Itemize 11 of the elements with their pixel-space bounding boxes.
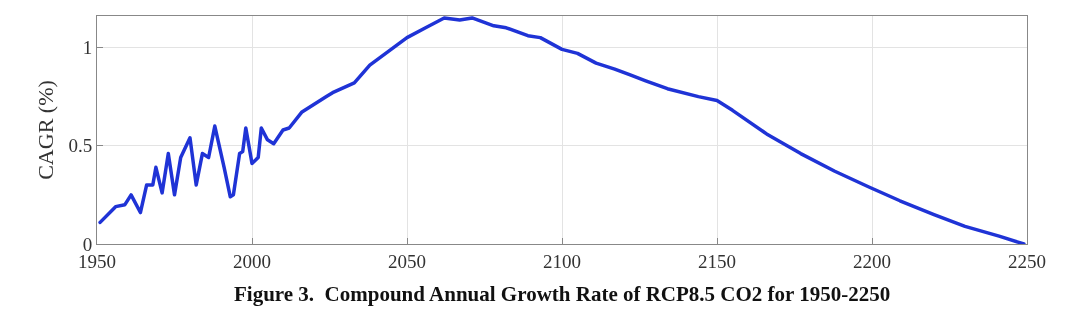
y-tick-label: 1: [82, 37, 93, 59]
x-tick-label: 2200: [853, 250, 891, 272]
x-tick-label: 2000: [233, 250, 271, 272]
x-tick-label: 2100: [543, 250, 581, 272]
line-series: [98, 16, 1026, 244]
y-axis-title: CAGR (%): [33, 80, 59, 180]
text: Figure 3. Compound Annual Growth Rate of RCP8.5 CO2 for 1950-2250: [234, 282, 891, 306]
x-tick-label: 2150: [698, 250, 736, 272]
x-tick-label: 2050: [388, 250, 426, 272]
y-tick-label: 0.5: [68, 135, 93, 157]
x-tick-label: 2250: [1008, 250, 1046, 272]
